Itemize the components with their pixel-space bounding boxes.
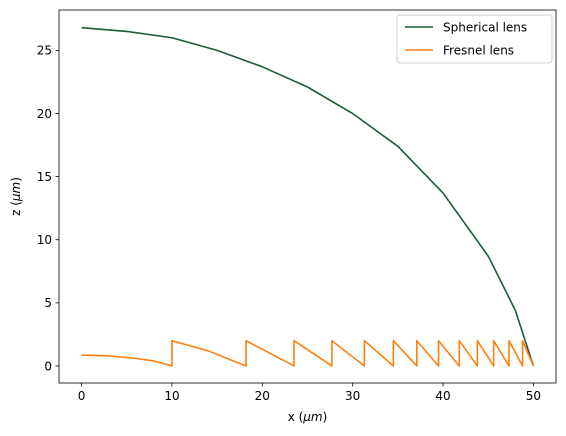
y-tick-label: 5 xyxy=(44,296,52,310)
x-tick-label: 0 xyxy=(78,389,86,403)
y-tick-label: 15 xyxy=(37,170,52,184)
x-tick-label: 50 xyxy=(526,389,541,403)
y-tick-label: 25 xyxy=(37,44,52,58)
legend-box xyxy=(396,14,553,64)
x-tick-label: 10 xyxy=(164,389,179,403)
y-tick-label: 20 xyxy=(37,107,52,121)
plot-frame xyxy=(58,9,557,384)
y-tick-label: 0 xyxy=(44,359,52,373)
y-axis-ticks: 0 5 10 15 20 25 xyxy=(37,44,59,373)
x-tick-label: 20 xyxy=(255,389,270,403)
y-axis-label: z (μm) xyxy=(9,177,23,216)
legend-label-fresnel: Fresnel lens xyxy=(443,44,514,58)
plot-lines xyxy=(81,26,535,367)
x-axis-ticks: 0 10 20 30 40 50 xyxy=(78,383,541,403)
y-tick-label: 10 xyxy=(37,233,52,247)
x-axis-label: x (μm) xyxy=(288,410,328,424)
legend: Spherical lens Fresnel lens xyxy=(396,14,553,64)
legend-label-spherical: Spherical lens xyxy=(443,21,527,35)
series-line-1 xyxy=(81,339,535,367)
x-tick-label: 40 xyxy=(435,389,450,403)
series-line-0 xyxy=(81,26,535,367)
x-tick-label: 30 xyxy=(345,389,360,403)
